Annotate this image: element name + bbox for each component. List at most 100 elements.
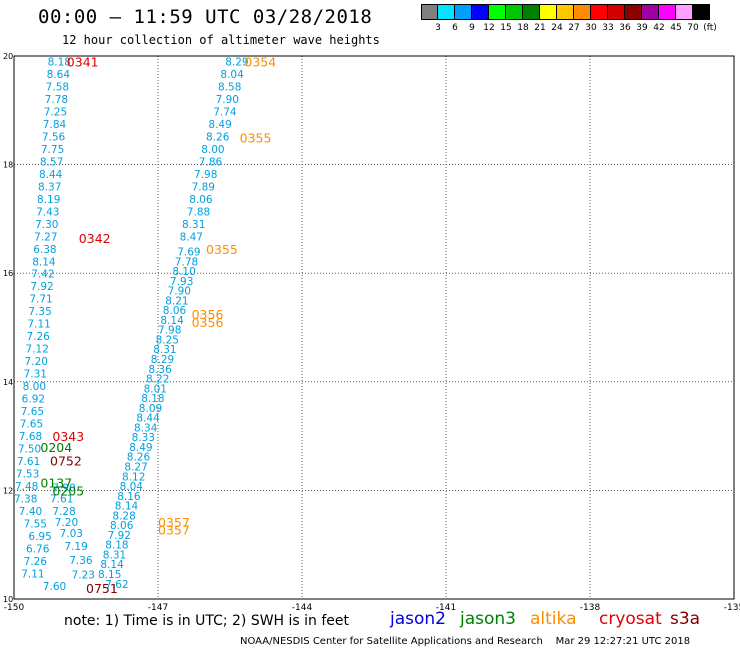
swh-value: 8.15: [98, 569, 121, 581]
y-tick-label: 10: [3, 595, 13, 604]
legend-label: 12: [483, 23, 495, 33]
swh-value: 7.42: [31, 269, 54, 281]
swh-value: 8.06: [189, 194, 213, 206]
legend-swatch: [642, 4, 659, 20]
swh-value: 8.49: [129, 442, 152, 454]
pass-time-label: 0137: [40, 475, 72, 490]
swh-value: 7.62: [105, 579, 128, 591]
swh-value: 8.01: [144, 383, 167, 395]
swh-value: 8.49: [208, 119, 231, 131]
swh-value: 7.25: [44, 106, 67, 118]
wave-height-map[interactable]: -150 -147 -144 -141 -138 -135 20 18 16 14 12 10 8.18…: [0, 0, 740, 610]
legend-swatch: [489, 4, 506, 20]
swh-value: 7.50: [18, 444, 41, 456]
swh-value: 7.28: [52, 506, 75, 518]
legend-swatch: [608, 4, 625, 20]
swh-value: 7.19: [64, 541, 87, 553]
legend-swatch: [540, 4, 557, 20]
swh-value: 7.27: [34, 231, 57, 243]
legend-unit: (ft): [703, 23, 717, 33]
legend-swatch: [625, 4, 642, 20]
swh-value: 7.56: [42, 131, 66, 143]
swh-value: 8.14: [160, 315, 184, 327]
swh-value: 7.61: [50, 494, 73, 506]
swh-value: 7.48: [15, 481, 38, 493]
legend-swatch: [591, 4, 608, 20]
legend-label: 24: [551, 23, 563, 33]
swh-value: 7.53: [16, 469, 39, 481]
legend-swatch: [421, 4, 438, 20]
credit-line: NOAA/NESDIS Center for Satellite Applica…: [240, 636, 691, 647]
legend-label: 6: [452, 23, 458, 33]
swh-value: 8.09: [139, 403, 162, 415]
swh-value: 7.65: [21, 406, 44, 418]
legend-swatch: [574, 4, 591, 20]
pass-time-label: 0355: [206, 242, 238, 257]
swh-value: 8.06: [110, 520, 134, 532]
swh-value: 8.14: [115, 501, 139, 513]
swh-value: 7.26: [24, 556, 48, 568]
legend-label: 33: [602, 23, 614, 33]
swh-value: 7.86: [199, 156, 223, 168]
footer-note: note: 1) Time is in UTC; 2) SWH is in fe…: [64, 613, 350, 629]
swh-value: 8.00: [23, 381, 46, 393]
swh-value: 7.84: [43, 119, 67, 131]
pass-time-label: 0343: [52, 429, 84, 444]
pass-time-label: 0356: [192, 315, 224, 330]
swh-value: 8.47: [180, 231, 203, 243]
swh-value: 6.92: [22, 394, 45, 406]
swh-value: 7.90: [216, 94, 239, 106]
legend-label: 36: [619, 23, 631, 33]
satellite-s3a: s3a: [670, 609, 701, 629]
legend-label: 3: [435, 23, 441, 33]
swh-value: 6.95: [28, 531, 51, 543]
swh-value: 8.18: [105, 540, 128, 552]
swh-value: 7.90: [168, 286, 191, 298]
swh-value: 8.57: [40, 156, 63, 168]
satellite-jason2: jason2: [390, 609, 446, 629]
swh-value: 8.27: [124, 462, 147, 474]
swh-value: 8.25: [156, 334, 179, 346]
swh-value: 7.55: [24, 519, 47, 531]
swh-value: 6.76: [26, 544, 50, 556]
y-tick-label: 18: [3, 161, 13, 170]
legend-label: 70: [687, 23, 699, 33]
y-tick-label: 14: [3, 378, 13, 387]
swh-value: 8.58: [218, 81, 241, 93]
y-tick-label: 12: [3, 486, 13, 495]
swh-value: 7.03: [60, 528, 83, 540]
swh-value: 8.18: [48, 56, 71, 68]
swh-value: 8.28: [112, 510, 135, 522]
swh-value: 7.11: [21, 568, 44, 580]
swh-value: 8.21: [165, 295, 188, 307]
x-tick-label: -138: [580, 603, 601, 610]
swh-value: 8.29: [225, 56, 248, 68]
pass-time-label: 0355: [240, 130, 272, 145]
swh-value: 7.98: [194, 169, 217, 181]
legend-swatch: [438, 4, 455, 20]
swh-value: 7.71: [29, 294, 52, 306]
swh-value: 8.31: [103, 549, 126, 561]
legend-label: 15: [500, 23, 512, 33]
swh-value: 8.16: [117, 491, 141, 503]
swh-value: 7.65: [20, 419, 43, 431]
swh-value: 8.14: [100, 559, 124, 571]
legend-swatch: [506, 4, 523, 20]
y-tick-label: 20: [3, 52, 13, 61]
satellite-cryosat: cryosat: [599, 609, 662, 629]
legend-label: 18: [517, 23, 529, 33]
swh-value: 7.26: [26, 331, 50, 343]
pass-time-label: 0342: [79, 231, 111, 246]
legend-swatch: [659, 4, 676, 20]
pass-time-label: 0205: [52, 483, 84, 498]
swh-value: 8.06: [163, 305, 187, 317]
page-subtitle: 12 hour collection of altimeter wave hei…: [62, 33, 380, 47]
legend-swatch: [455, 4, 472, 20]
pass-time-label: 0357: [158, 515, 190, 530]
legend-swatch: [523, 4, 540, 20]
swh-value: 8.33: [132, 432, 155, 444]
page-title: 00:00 – 11:59 UTC 03/28/2018: [38, 6, 373, 28]
swh-value: 7.20: [25, 356, 48, 368]
legend-label: 30: [585, 23, 597, 33]
swh-value: 7.40: [19, 506, 42, 518]
